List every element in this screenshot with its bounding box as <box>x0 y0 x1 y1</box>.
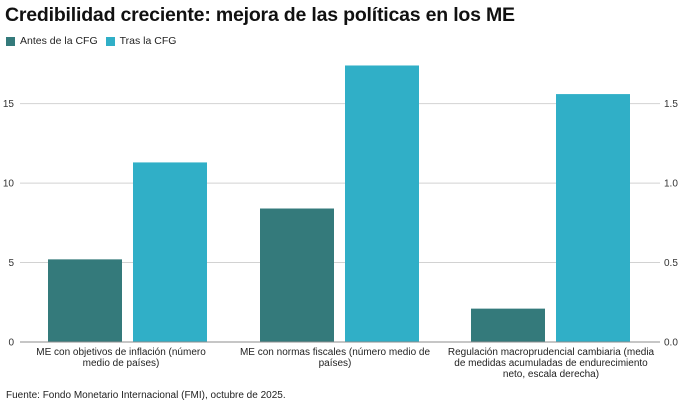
y-right-tick-label: 1.5 <box>664 99 678 110</box>
bar-antes-2 <box>260 208 334 342</box>
bar-antes-3 <box>471 308 545 342</box>
y-right-tick-label: 1.0 <box>664 179 678 190</box>
category-label-1: ME con objetivos de inflación (número me… <box>36 347 206 369</box>
y-left-tick-label: 10 <box>3 179 15 190</box>
bar-tras-3 <box>556 94 630 342</box>
legend-label-antes: Antes de la CFG <box>20 35 98 47</box>
bar-tras-2 <box>345 65 419 342</box>
legend-item-antes: Antes de la CFG <box>6 35 98 47</box>
y-right-tick-label: 0.5 <box>664 258 678 269</box>
legend-label-tras: Tras la CFG <box>119 35 177 47</box>
category-label-3: Regulación macroprudencial cambiaria (me… <box>447 347 655 380</box>
y-left-tick-label: 5 <box>8 258 14 269</box>
y-left-tick-label: 0 <box>8 338 14 349</box>
legend-swatch-tras <box>105 36 115 46</box>
bar-tras-1 <box>133 162 207 342</box>
category-label-2: ME con normas fiscales (número medio de … <box>239 347 431 369</box>
legend-item-tras: Tras la CFG <box>105 35 177 47</box>
legend: Antes de la CFG Tras la CFG <box>6 35 184 47</box>
chart-title: Credibilidad creciente: mejora de las po… <box>5 4 515 26</box>
source-note: Fuente: Fondo Monetario Internacional (F… <box>6 390 286 401</box>
y-left-tick-label: 15 <box>3 99 15 110</box>
y-right-tick-label: 0.0 <box>664 338 678 349</box>
legend-swatch-antes <box>6 36 15 46</box>
bar-antes-1 <box>48 259 122 342</box>
